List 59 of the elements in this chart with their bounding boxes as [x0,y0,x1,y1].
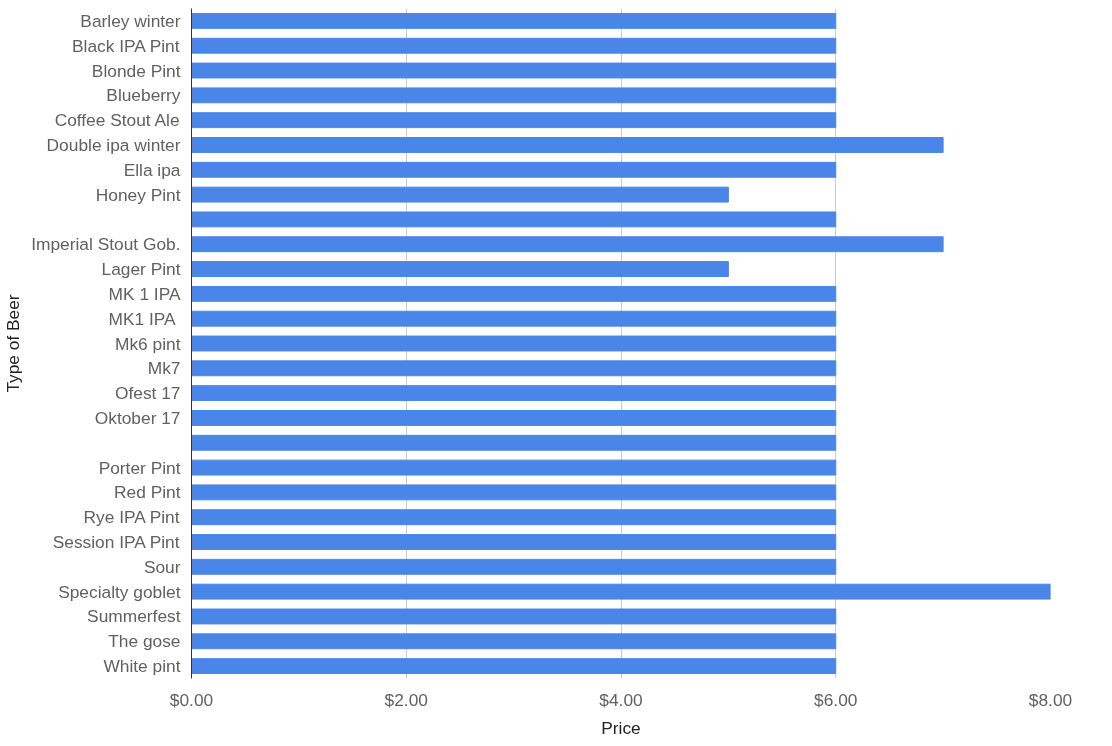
y-tick-label: Oktober 17 [94,407,181,428]
y-tick-label: Lager Pint [101,259,181,280]
bar [191,360,837,377]
bar [191,236,944,253]
bar [191,410,837,426]
bar [191,112,837,129]
bar [191,459,837,476]
x-tick-label: $0.00 [169,689,214,710]
bar [191,335,837,352]
y-tick-label: Black IPA Pint [72,35,180,56]
y-tick-label: MK1 IPA [108,308,177,329]
bar [191,37,837,54]
y-tick-label: Ofest 17 [115,383,181,404]
bar [191,261,729,277]
bar [191,385,837,402]
y-tick-label: Ella ipa [123,159,181,180]
bar [191,137,944,153]
y-tick-label: Blueberry [106,85,181,106]
y-tick-label: Session IPA Pint [52,532,180,553]
bar [191,186,729,203]
x-axis-title: Price [601,717,641,738]
x-tick-label: $2.00 [384,689,428,710]
y-tick-label: Sour [143,556,181,577]
y-tick-label: Blonde Pint [91,60,181,81]
y-axis-title: Type of Beer [3,294,24,393]
y-tick-label: Porter Pint [98,457,181,478]
y-tick-label: Red Pint [114,482,181,503]
y-tick-label: Mk6 pint [115,333,181,354]
bar [191,633,837,650]
bar [191,583,1051,600]
bar [191,87,837,104]
x-tick-label: $6.00 [814,689,858,710]
y-tick-label: Honey Pint [95,184,181,205]
y-tick-label: Rye IPA Pint [83,507,180,528]
bar [191,534,837,550]
bar [191,62,837,79]
x-tick-label: $4.00 [599,689,643,710]
y-tick-label: Summerfest [87,606,181,627]
y-tick-label: Double ipa winter [46,134,181,155]
y-tick-label: Barley winter [80,10,181,31]
y-tick-label: Specialty goblet [58,581,181,602]
bar [191,484,837,501]
y-tick-label: Mk7 [147,358,181,379]
bar [191,12,837,29]
bar [191,211,837,228]
y-tick-label: Imperial Stout Gob. [31,234,181,255]
bar [191,558,837,575]
y-tick-label: White pint [103,656,181,677]
y-tick-label: MK 1 IPA [108,283,181,304]
bar [191,434,837,451]
bar [191,658,837,675]
bar [191,161,837,178]
bar [191,608,837,625]
x-tick-label: $8.00 [1028,689,1073,710]
y-tick-label: Coffee Stout Ale [54,110,180,131]
bar [191,285,837,302]
bar [191,310,837,327]
bar [191,509,837,526]
y-tick-label: The gose [108,631,181,652]
